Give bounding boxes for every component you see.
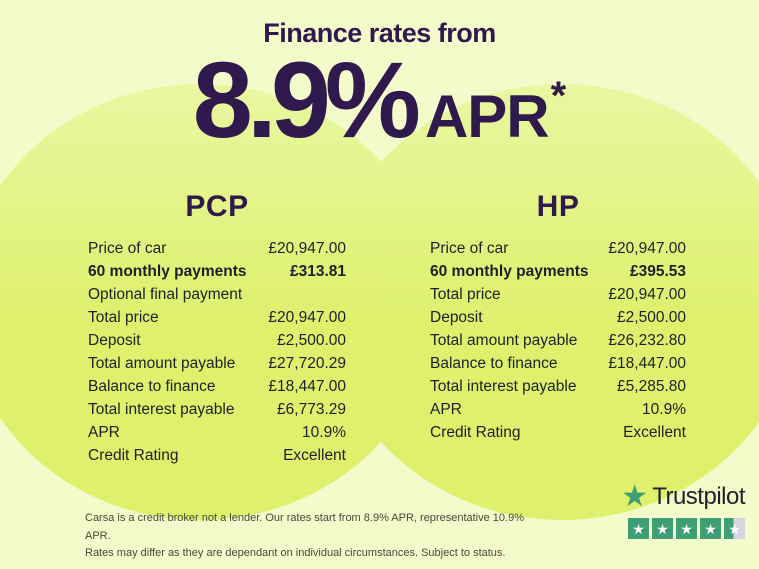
table-row: Total amount payable £26,232.80 <box>430 329 686 352</box>
row-label: Total interest payable <box>430 377 577 395</box>
table-row: Balance to finance £18,447.00 <box>430 352 686 375</box>
table-row: Total interest payable £6,773.29 <box>88 398 346 421</box>
legal-disclaimer: Carsa is a credit broker not a lender. O… <box>85 510 545 563</box>
table-row: Total interest payable £5,285.80 <box>430 375 686 398</box>
rate-value: 8.9% <box>192 39 421 160</box>
row-value: 10.9% <box>642 400 686 418</box>
table-row: 60 monthly payments £313.81 <box>88 260 346 283</box>
table-row: APR 10.9% <box>88 421 346 444</box>
row-value: £20,947.00 <box>268 239 346 257</box>
row-value: 10.9% <box>302 423 346 441</box>
row-value: £5,285.80 <box>617 377 686 395</box>
trustpilot-star-icon: ★ <box>621 480 649 513</box>
row-label: Total amount payable <box>430 331 578 349</box>
row-value: £20,947.00 <box>268 308 346 326</box>
table-row: Deposit £2,500.00 <box>88 329 346 352</box>
row-value: £18,447.00 <box>608 354 686 372</box>
row-label: Total price <box>88 308 159 326</box>
legal-disclaimer-line2: Rates may differ as they are dependant o… <box>85 547 506 560</box>
hp-column: HP Price of car £20,947.00 60 monthly pay… <box>430 190 686 444</box>
legal-disclaimer-line1: Carsa is a credit broker not a lender. O… <box>85 512 524 542</box>
table-row: Price of car £20,947.00 <box>430 237 686 260</box>
table-row: 60 monthly payments £395.53 <box>430 260 686 283</box>
row-value: Excellent <box>283 446 346 464</box>
row-label: Deposit <box>88 331 141 349</box>
row-value: £313.81 <box>289 262 346 280</box>
star-icon: ★ <box>700 518 721 539</box>
trustpilot-brand-name: Trustpilot <box>652 483 745 510</box>
row-value: £20,947.00 <box>608 285 686 303</box>
half-star-icon: ★ <box>724 518 745 539</box>
rate-footnote-asterisk: * <box>550 74 567 118</box>
row-label: Price of car <box>88 239 167 257</box>
table-row: Balance to finance £18,447.00 <box>88 375 346 398</box>
row-value: £2,500.00 <box>277 331 346 349</box>
row-value: £2,500.00 <box>617 308 686 326</box>
row-label: Deposit <box>430 308 483 326</box>
trustpilot-logo: ★ Trustpilot <box>621 482 745 512</box>
pcp-column-title: PCP <box>185 190 249 223</box>
row-label: Credit Rating <box>430 423 521 441</box>
row-label: Balance to finance <box>430 354 558 372</box>
rate-unit: APR <box>424 83 550 150</box>
rate-headline: 8.9% APR * <box>0 46 759 154</box>
row-label: Balance to finance <box>88 377 216 395</box>
background-blob-right <box>326 84 759 520</box>
row-label: Price of car <box>430 239 509 257</box>
row-value: Excellent <box>623 423 686 441</box>
row-label: Total amount payable <box>88 354 236 372</box>
row-label: APR <box>430 400 462 418</box>
table-row: Deposit £2,500.00 <box>430 306 686 329</box>
table-row: Total price £20,947.00 <box>430 283 686 306</box>
star-icon: ★ <box>676 518 697 539</box>
star-icon: ★ <box>652 518 673 539</box>
row-label: Credit Rating <box>88 446 179 464</box>
table-row: APR 10.9% <box>430 398 686 421</box>
table-row: Price of car £20,947.00 <box>88 237 346 260</box>
table-row: Total amount payable £27,720.29 <box>88 352 346 375</box>
row-value: £6,773.29 <box>277 400 346 418</box>
page-title: Finance rates from <box>263 18 496 48</box>
row-value: £26,232.80 <box>608 331 686 349</box>
star-icon: ★ <box>628 518 649 539</box>
row-label: Optional final payment <box>88 285 243 303</box>
row-label: Total price <box>430 285 501 303</box>
trustpilot-rating-stars: ★ ★ ★ ★ ★ <box>621 518 745 539</box>
table-row: Optional final payment <box>88 283 346 306</box>
row-label: Total interest payable <box>88 400 235 418</box>
row-value: £18,447.00 <box>268 377 346 395</box>
table-row: Credit Rating Excellent <box>88 444 346 467</box>
row-label: 60 monthly payments <box>88 262 247 280</box>
row-label: 60 monthly payments <box>430 262 589 280</box>
trustpilot-badge: ★ Trustpilot ★ ★ ★ ★ ★ <box>621 482 745 539</box>
table-row: Credit Rating Excellent <box>430 421 686 444</box>
row-value: £27,720.29 <box>268 354 346 372</box>
hp-column-title: HP <box>536 190 580 223</box>
pcp-column: PCP Price of car £20,947.00 60 monthly pa… <box>88 190 346 467</box>
table-row: Total price £20,947.00 <box>88 306 346 329</box>
row-value: £395.53 <box>629 262 686 280</box>
row-value: £20,947.00 <box>608 239 686 257</box>
row-label: APR <box>88 423 120 441</box>
